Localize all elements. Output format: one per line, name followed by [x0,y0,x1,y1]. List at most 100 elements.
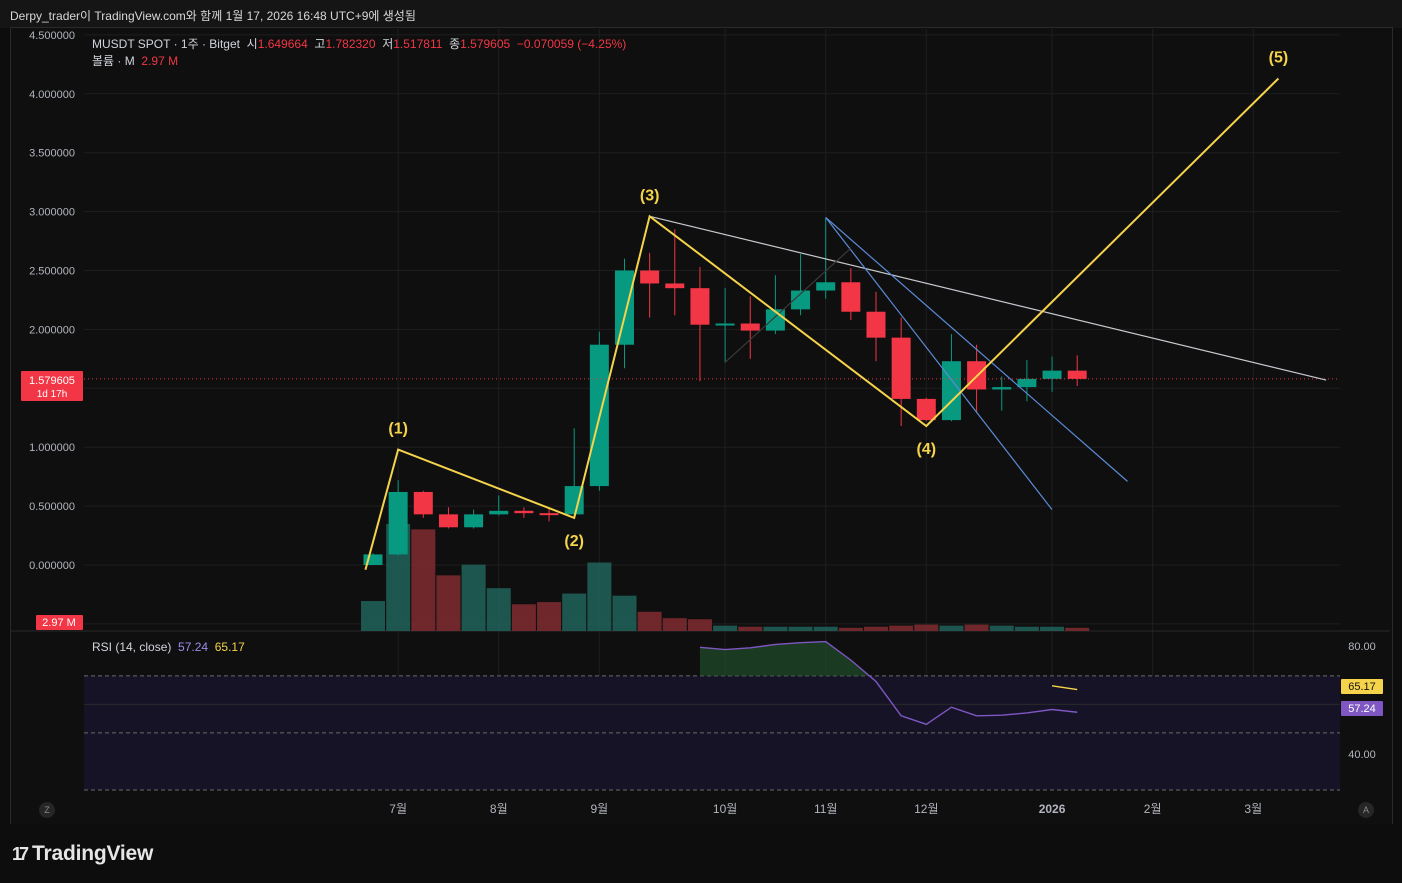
volume-bar [713,625,738,631]
candle-body [1067,370,1087,379]
candle-body [413,491,433,515]
candle-body [388,491,408,555]
time-tick-label: 8월 [490,802,508,816]
low-label: 저 [382,37,394,51]
open-label: 시 [246,37,258,51]
time-tick-label: 3월 [1244,802,1262,816]
candle-body [564,486,584,515]
timezone-button[interactable]: Z [39,802,55,818]
volume-bar [587,562,612,631]
chart-caption: Derpy_trader이 TradingView.com와 함께 1월 17,… [10,9,416,23]
trendline [649,215,1327,381]
rsi-ma-tag-text: 65.17 [1348,681,1376,693]
volume-bar [1014,626,1039,631]
volume-bar [637,611,662,631]
rsi-ma-legend-value: 65.17 [214,640,245,654]
close-value: 1.579605 [460,37,511,51]
tradingview-logo[interactable]: 17 TradingView [12,842,153,866]
close-label: 종 [449,37,461,51]
volume-bar [486,588,511,631]
ohlc-legend: MUSDT SPOT · 1주 · Bitget 시1.649664 고1.78… [92,35,626,52]
volume-bar [763,626,788,631]
price-tick-label: 2.500000 [29,266,75,278]
volume-bar [989,625,1014,631]
volume-legend: 볼륨 · M 2.97 M [92,52,178,69]
price-tick-label: 0.500000 [29,501,75,513]
volume-bar [813,626,838,631]
price-tick-label: 1.000000 [29,442,75,454]
price-tick-label: 4.500000 [29,30,75,42]
candle-body [640,270,660,284]
volume-bar [738,626,763,631]
candle-body [891,337,911,399]
wave-labels: (1) (2) (3) (4) (5) [388,49,1288,549]
candle-body [841,282,861,312]
volume-bar [838,627,863,631]
price-tick-label: 3.000000 [29,207,75,219]
time-axis: 7월 8월 9월 10월 11월 12월 2026 2월 3월 [389,802,1262,816]
rsi-label: RSI (14, close) [92,640,172,654]
rsi-legend: RSI (14, close) 57.24 65.17 [92,640,245,654]
volume-value-text: 2.97 M [42,617,76,629]
volume-bar [687,619,712,631]
volume-bar [436,575,461,631]
volume-bar [964,624,989,631]
volume-bar [562,593,587,631]
time-tick-label: 7월 [389,802,407,816]
volume-bar [411,529,436,631]
volume-bars [361,524,1090,631]
candle-body [992,387,1012,390]
candle-body [866,311,886,338]
candle-body [941,361,961,421]
price-tick-label: 3.500000 [29,148,75,160]
price-tick-label: 2.000000 [29,324,75,336]
candle-body [464,514,484,528]
price-tick-label: 4.000000 [29,89,75,101]
volume-bar [864,626,888,631]
top-caption-bar: Derpy_trader이 TradingView.com와 함께 1월 17,… [0,0,1402,28]
rsi-axis-upper: 80.00 [1348,641,1376,653]
symbol-label: MUSDT SPOT · 1주 · Bitget [92,37,240,51]
rsi-legend-value: 57.24 [178,640,209,654]
drawing-lines [84,77,1340,570]
rsi-line [699,640,1078,726]
volume-bar [939,625,964,631]
wave-label: (1) [388,421,408,438]
auto-scale-button[interactable]: A [1358,802,1374,818]
candle-body [665,283,685,289]
wave-label: (4) [917,441,937,458]
rsi-axis-lower: 40.00 [1348,749,1376,761]
rsi-overbought-fill [699,641,869,676]
elliott-wave-line [364,77,1280,570]
candle-body [539,513,559,516]
candle-body [690,288,710,325]
high-label: 고 [314,37,326,51]
volume-bar [1040,626,1065,631]
time-tick-label: 2026 [1039,802,1066,816]
candle-body [615,270,634,345]
volume-legend-value: 2.97 M [141,54,179,68]
trendline [724,247,852,363]
candle-body [916,398,936,421]
candle-body [363,554,383,565]
wave-label: (5) [1269,49,1289,66]
countdown-text: 1d 17h [37,389,68,400]
low-value: 1.517811 [393,37,443,51]
high-value: 1.782320 [325,37,376,51]
rsi-value-tag: 57.24 [1341,701,1383,716]
rsi-ma-line [1051,685,1078,691]
candle-body [514,510,534,514]
wave-label: (2) [564,533,584,550]
volume-bar [461,564,486,631]
volume-bar [788,626,813,631]
volume-bar [361,601,385,631]
time-tick-label: 10월 [713,802,737,816]
current-price-text: 1.579605 [29,375,75,387]
volume-bar [612,595,637,631]
time-tick-label: 9월 [590,802,608,816]
volume-bar [537,602,562,631]
volume-bar [511,604,536,631]
trendline [825,217,1053,511]
candle-body [1017,378,1037,388]
